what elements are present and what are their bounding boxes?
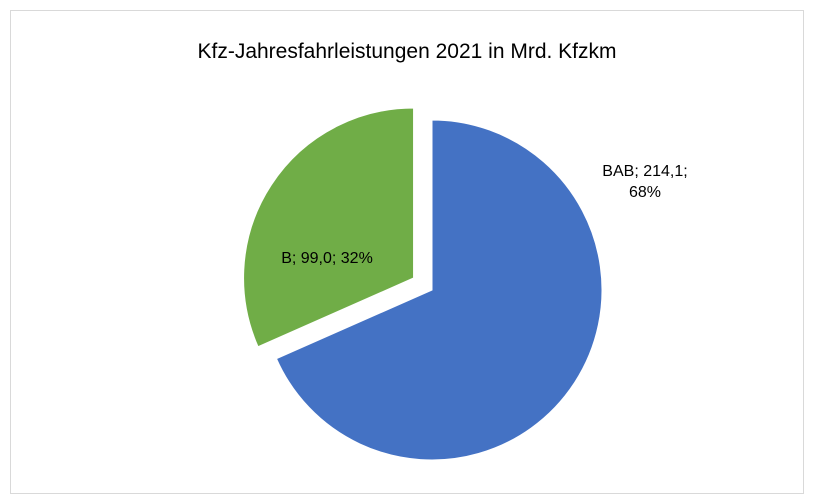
chart-title: Kfz-Jahresfahrleistungen 2021 in Mrd. Kf… [197, 40, 617, 63]
data-label: BAB; 214,1; 68% [602, 163, 688, 201]
pie-slice [275, 119, 603, 461]
pie-slice [243, 107, 415, 348]
data-label: B; 99,0; 32% [281, 249, 373, 267]
